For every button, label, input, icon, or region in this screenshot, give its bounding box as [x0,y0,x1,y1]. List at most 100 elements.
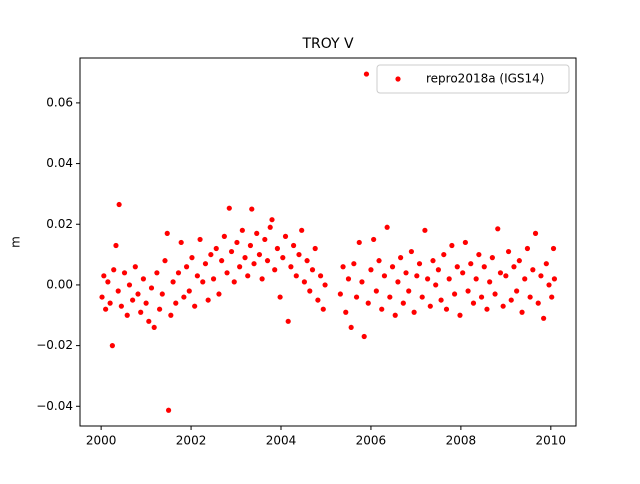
data-point [245,273,251,279]
data-point [470,300,477,306]
data-point [398,255,404,261]
data-point [514,288,520,294]
data-point [322,282,328,288]
data-point [527,294,533,300]
data-point [115,288,121,294]
data-point [170,279,176,285]
data-point [465,288,471,294]
x-tick-label: 2000 [86,434,117,448]
data-point [457,312,463,318]
data-point [392,312,398,318]
data-point [489,255,495,261]
data-point [105,279,111,285]
data-point [356,239,362,246]
data-point [242,255,248,261]
data-point [262,236,268,243]
data-point [414,273,420,279]
y-tick-label: 0.00 [46,277,73,291]
data-point [312,245,318,252]
data-point [189,255,195,261]
data-point [116,201,122,208]
x-tick-label: 2004 [266,434,297,448]
data-point [101,273,107,279]
data-point [551,276,558,282]
data-point [282,233,289,239]
data-point [138,309,144,315]
data-point [505,248,512,255]
legend-label: repro2018a (IGS14) [426,72,544,86]
x-tick-label: 2006 [356,434,387,448]
data-point [550,245,557,252]
data-point [197,236,203,243]
data-point [441,251,447,258]
data-point [181,294,187,300]
data-point [175,270,182,276]
data-point [497,270,504,276]
data-point [343,309,349,315]
data-point [208,251,214,258]
data-point [296,251,302,258]
data-point [481,264,487,270]
data-point [290,242,297,249]
data-point [403,270,409,276]
data-point [422,227,428,233]
data-point [430,258,436,264]
data-point [443,306,450,312]
data-point [288,264,294,270]
data-point [365,300,371,306]
data-point [454,264,460,270]
x-tick-label: 2010 [536,434,567,448]
y-tick-label: 0.06 [46,95,73,109]
data-point [118,303,124,309]
data-point [178,239,184,246]
data-point [194,273,200,279]
data-point [460,270,466,276]
data-point [309,267,316,273]
data-point [228,248,235,255]
data-point [219,258,225,264]
data-point [345,276,352,282]
data-point [259,276,265,282]
data-point [113,242,119,249]
data-point [226,205,232,211]
data-point [400,300,406,306]
data-point [256,251,263,258]
data-point [476,251,482,258]
data-point [254,230,260,236]
data-point [363,71,370,77]
data-point [154,270,160,276]
data-point [524,245,531,252]
data-point [379,306,385,312]
x-tick-label: 2002 [176,434,207,448]
legend: repro2018a (IGS14) [376,64,570,94]
data-point [143,300,149,306]
data-point [425,276,431,282]
data-point [293,273,299,279]
axes-frame [79,57,577,427]
legend-marker [395,76,401,82]
data-point [132,264,138,270]
data-point [532,230,539,236]
data-point [140,276,147,282]
data-point [519,309,525,315]
data-point [484,306,490,312]
data-point [546,282,552,288]
data-point [451,291,458,297]
data-point [473,276,479,282]
data-point [541,315,547,321]
data-point [478,294,485,300]
data-point [304,258,310,264]
data-point [121,270,128,276]
data-point [381,273,388,279]
data-point [416,261,423,267]
data-point [124,312,130,318]
data-point [274,245,281,252]
data-point [353,294,360,300]
data-point [371,236,377,243]
data-point [433,282,439,288]
data-point [224,270,230,276]
data-point [368,267,374,273]
data-point [239,227,245,233]
data-point [183,264,190,270]
